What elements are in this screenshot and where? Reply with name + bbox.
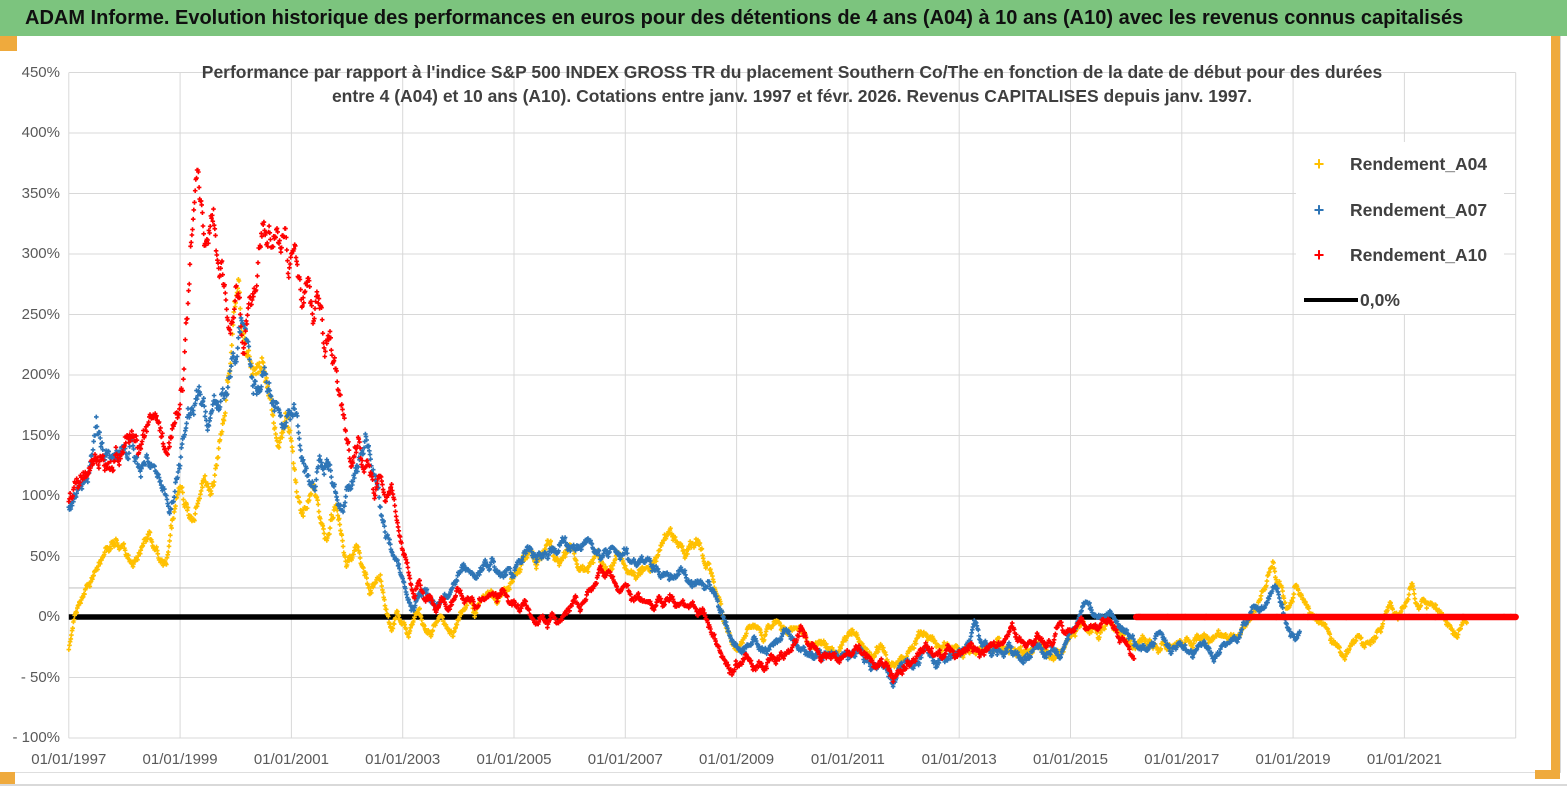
y-tick-label: 200% (21, 366, 60, 383)
x-tick-label: 01/01/2021 (1366, 751, 1442, 768)
y-tick-label: 250% (21, 305, 60, 323)
chart-title: Performance par rapport à l'indice S&P 5… (68, 60, 1516, 108)
y-tick-label: 0% (38, 608, 60, 625)
chart-title-line1: Performance par rapport à l'indice S&P 5… (201, 62, 1383, 82)
gold-border-left-top-stub (0, 36, 17, 51)
legend-item-rendement-a04[interactable]: + Rendement_A04 (1304, 152, 1487, 176)
y-tick-label: 100% (21, 487, 60, 504)
legend-item-rendement-a07[interactable]: + Rendement_A07 (1304, 198, 1487, 222)
plus-marker-icon: + (1313, 200, 1325, 220)
x-tick-label: 01/01/2013 (921, 751, 997, 768)
y-tick-label: 300% (21, 245, 60, 262)
y-tick-label: 50% (29, 547, 60, 565)
worksheet-header-band: ADAM Informe. Evolution historique des p… (0, 0, 1567, 36)
plus-marker-icon: + (1313, 245, 1325, 265)
x-tick-label: 01/01/2005 (476, 751, 552, 768)
legend[interactable]: + Rendement_A04 + Rendement_A07 + Rendement_A… (1296, 142, 1504, 314)
y-tick-label: 150% (21, 426, 60, 444)
gold-border-bottom-right-wrap (1535, 770, 1560, 779)
legend-label: Rendement_A04 (1350, 153, 1488, 174)
legend-item-0-0-[interactable]: 0,0% (1304, 288, 1400, 312)
y-tick-label: 450% (21, 63, 60, 81)
legend-item-rendement-a10[interactable]: + Rendement_A10 (1304, 243, 1487, 267)
x-tick-label: 01/01/1999 (142, 751, 218, 768)
x-tick-label: 01/01/2015 (1032, 751, 1109, 768)
y-tick-label: - 50% (20, 668, 60, 686)
chart-title-line2: entre 4 (A04) et 10 ans (A10). Cotations… (331, 86, 1253, 106)
y-tick-label: 400% (21, 124, 60, 141)
legend-label: Rendement_A10 (1350, 244, 1488, 265)
y-tick-label: 350% (21, 184, 60, 202)
bottom-divider-rule (0, 784, 1567, 786)
legend-label: Rendement_A07 (1350, 199, 1488, 220)
x-tick-label: 01/01/1997 (31, 751, 107, 768)
line-sample-icon (1304, 298, 1358, 302)
x-tick-label: 01/01/2003 (365, 751, 441, 768)
plus-marker-icon: + (1313, 154, 1325, 174)
y-tick-label: - 100% (12, 729, 60, 746)
x-tick-label: 01/01/2009 (699, 751, 775, 768)
x-tick-label: 01/01/2007 (587, 751, 663, 768)
legend-label: 0,0% (1360, 289, 1400, 310)
x-tick-label: 01/01/2019 (1255, 751, 1331, 768)
x-tick-label: 01/01/2017 (1144, 751, 1220, 768)
x-tick-label: 01/01/2011 (810, 751, 885, 768)
series-flat-tail-markers (1134, 613, 1518, 621)
series-markers-rendement_a10 (66, 167, 1137, 684)
x-tick-label: 01/01/2001 (253, 751, 329, 768)
gold-border-left-bottom-stub (0, 772, 15, 784)
header-title: ADAM Informe. Evolution historique des p… (25, 7, 1464, 29)
gold-border-right-bar (1551, 10, 1560, 779)
